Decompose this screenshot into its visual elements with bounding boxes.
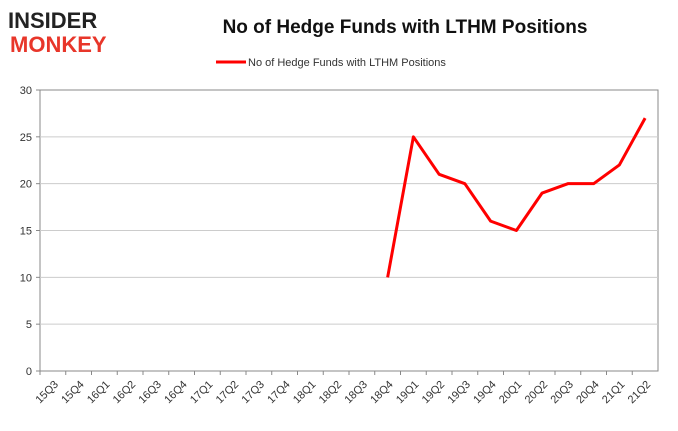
x-tick-label: 20Q4 (574, 379, 602, 407)
y-tick-label: 10 (20, 272, 32, 284)
y-tick-label: 15 (20, 226, 32, 238)
grid-lines (40, 136, 658, 325)
logo-line1: INSIDER (8, 8, 97, 33)
series-layer (386, 117, 647, 278)
x-tick-label: 18Q4 (368, 379, 396, 407)
x-tick-label: 16Q3 (136, 379, 164, 407)
legend: No of Hedge Funds with LTHM Positions (216, 57, 446, 69)
x-tick-label: 19Q3 (445, 379, 473, 407)
x-tick-label: 20Q3 (548, 379, 576, 407)
chart-title: No of Hedge Funds with LTHM Positions (223, 17, 588, 38)
x-tick-label: 20Q1 (497, 379, 525, 407)
y-tick-label: 25 (20, 132, 32, 144)
insider-monkey-logo: INSIDER MONKEY (8, 8, 107, 57)
x-tick-label: 15Q3 (33, 379, 61, 407)
y-tick-label: 30 (20, 85, 32, 97)
x-tick-label: 17Q3 (239, 379, 267, 407)
x-tick-label: 17Q4 (265, 379, 293, 407)
x-tick-label: 19Q2 (420, 379, 448, 407)
x-tick-label: 16Q4 (162, 379, 190, 407)
series-line (386, 117, 647, 278)
x-tick-label: 17Q1 (188, 379, 216, 407)
y-axis-ticks: 0 5 10 15 20 25 30 (20, 85, 40, 378)
x-tick-label: 16Q2 (111, 379, 139, 407)
y-tick-label: 0 (26, 366, 32, 378)
logo-line2: MONKEY (10, 32, 107, 57)
x-tick-label: 21Q1 (600, 379, 628, 407)
x-tick-label: 16Q1 (85, 379, 113, 407)
x-tick-label: 17Q2 (214, 379, 242, 407)
x-tick-label: 20Q2 (523, 379, 551, 407)
x-tick-label: 18Q1 (291, 379, 319, 407)
y-tick-label: 5 (26, 319, 32, 331)
y-tick-label: 20 (20, 179, 32, 191)
x-tick-label: 21Q2 (626, 379, 654, 407)
x-tick-label: 18Q2 (317, 379, 345, 407)
legend-label: No of Hedge Funds with LTHM Positions (248, 57, 446, 69)
x-tick-label: 19Q4 (471, 379, 499, 407)
x-tick-label: 19Q1 (394, 379, 422, 407)
x-tick-label: 18Q3 (342, 379, 370, 407)
x-tick-label: 15Q4 (59, 379, 87, 407)
x-axis-ticks: 15Q315Q416Q116Q216Q316Q417Q117Q217Q317Q4… (33, 371, 653, 406)
